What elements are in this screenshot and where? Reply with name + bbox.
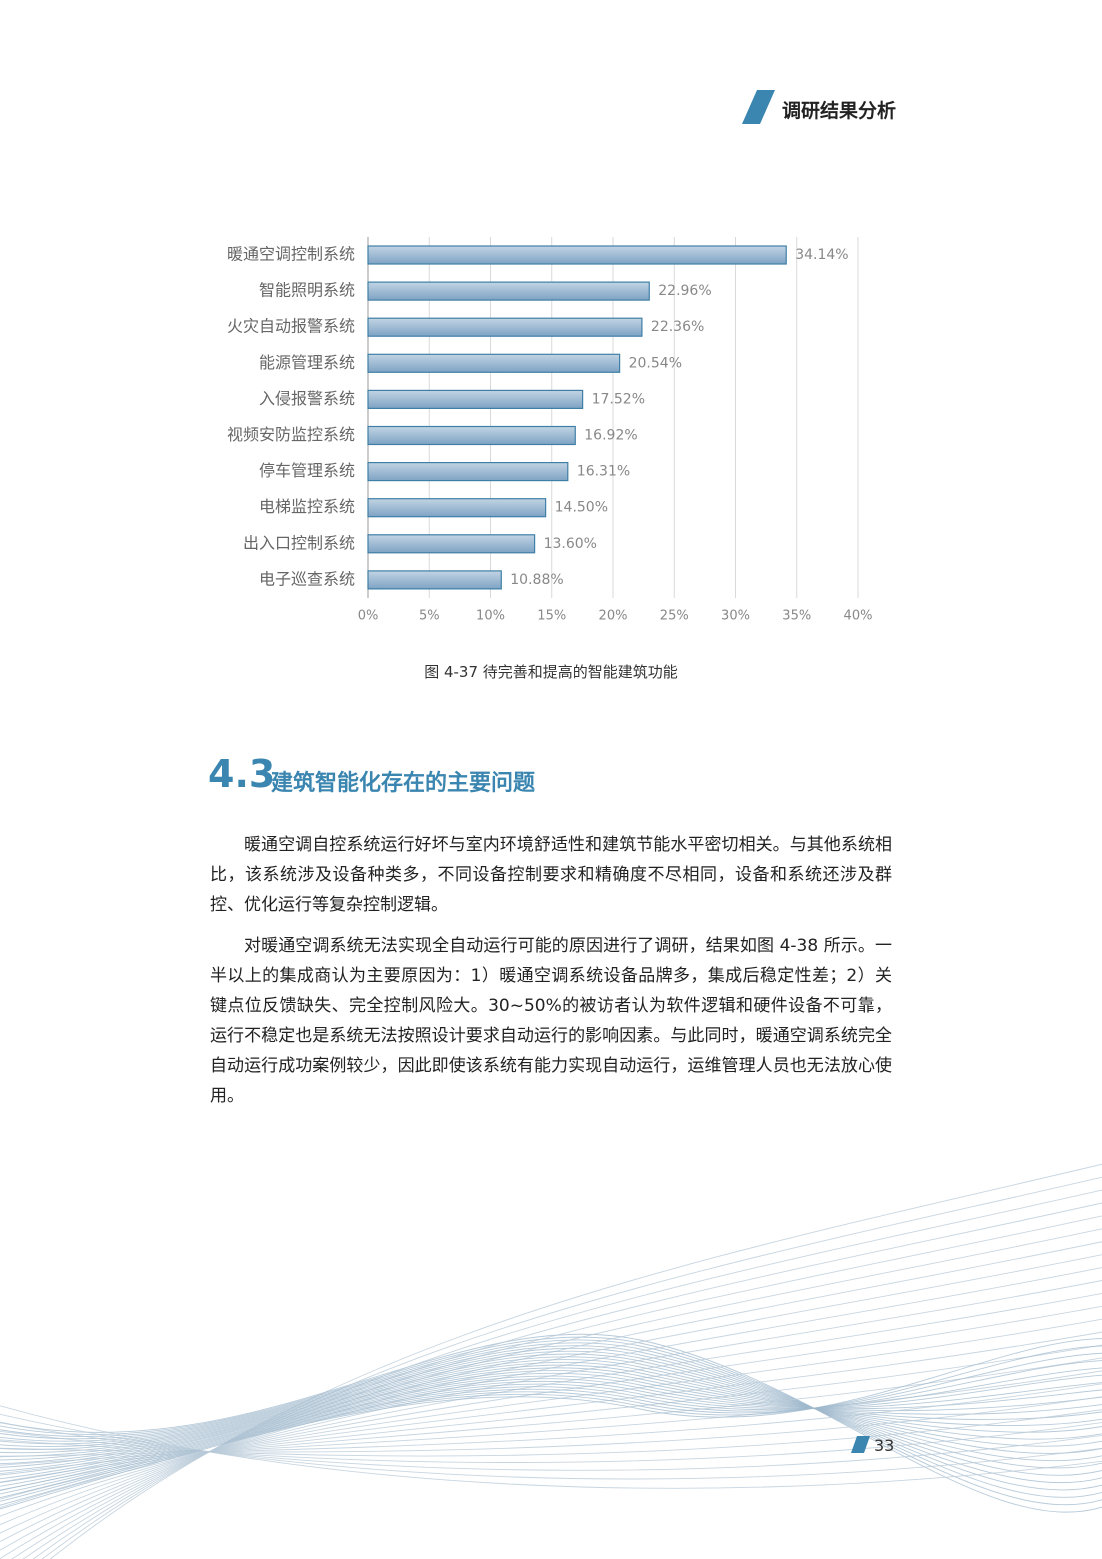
wave-line [0,1381,1102,1487]
x-tick-label: 5% [419,609,440,624]
wave-line [0,1254,1102,1543]
wave-line [0,1228,1102,1559]
x-tick-label: 35% [782,609,811,624]
wave-line [0,1370,1102,1472]
wave-line [49,1163,1102,1559]
wave-line [0,1374,1102,1491]
wave-line [32,1189,1102,1559]
x-tick-label: 25% [660,609,689,624]
wave-line [0,1241,1102,1551]
page-mark [851,1436,870,1453]
wave-line [0,1378,1102,1483]
x-tick-label: 10% [476,609,505,624]
wave-line [0,1342,1102,1491]
category-label: 电子巡查系统 [259,569,355,588]
value-label: 22.96% [658,283,711,299]
wave-line [0,1375,1102,1480]
wave-line [0,1280,1102,1526]
wave-line [0,1333,1102,1513]
value-label: 16.31% [577,464,630,480]
wave-line [0,1361,1102,1461]
x-tick-label: 20% [599,609,628,624]
wave-line [0,1413,1102,1480]
bar [367,317,643,337]
wave-line [0,1267,1102,1534]
category-label: 入侵报警系统 [259,389,355,408]
wave-line [0,1422,1102,1463]
bar [367,498,547,518]
wave-line [0,1372,1102,1476]
wave-line [0,1353,1102,1462]
bar [367,389,584,409]
section-number: 4.3 [208,752,276,796]
wave-line [0,1357,1102,1475]
category-label: 火灾自动报警系统 [227,317,355,336]
bar [367,570,502,590]
category-label: 能源管理系统 [259,353,355,372]
value-label: 10.88% [510,572,563,588]
wave-line [0,1360,1102,1499]
wave-line [0,1364,1102,1465]
bar [367,534,536,554]
page-number: 33 [874,1436,895,1455]
bar [367,281,650,301]
wave-line [0,1352,1102,1502]
category-label: 暖通空调控制系统 [227,245,355,264]
wave-line [0,1409,1102,1457]
header-mark [742,90,775,124]
wave-line [0,1422,1102,1471]
bar [367,353,621,373]
wave-line [0,1356,1102,1454]
wave-line [0,1344,1102,1483]
category-label: 出入口控制系统 [243,533,355,552]
wave-line [0,1405,1102,1489]
value-label: 34.14% [795,247,848,263]
paragraph: 暖通空调自控系统运行好坏与室内环境舒适性和建筑节能水平密切相关。与其他系统相比，… [210,835,892,915]
value-label: 13.60% [544,536,597,552]
value-label: 22.36% [651,319,704,335]
value-label: 16.92% [584,428,637,444]
bar [367,245,787,265]
wave-line [0,1370,1102,1466]
category-label: 电梯监控系统 [259,497,355,516]
header-title: 调研结果分析 [782,100,897,122]
wave-line [0,1383,1102,1458]
wave-line [0,1338,1102,1510]
wave-line [0,1345,1102,1506]
wave-line [22,1202,1102,1559]
wave-line [0,1345,1102,1484]
paragraph: 对暖通空调系统无法实现全自动运行可能的原因进行了调研，结果如图 4-38 所示。… [210,936,892,1106]
wave-line [0,1336,1102,1506]
caption: 图 4-37 待完善和提高的智能建筑功能 [424,663,678,681]
bar [367,462,569,482]
wave-line [0,1350,1102,1469]
bar [367,425,576,446]
x-tick-label: 15% [537,609,566,624]
category-label: 停车管理系统 [259,461,355,480]
x-tick-label: 30% [721,609,750,624]
wave-line [41,1176,1102,1559]
value-label: 14.50% [555,500,608,516]
wave-line [0,1367,1102,1495]
category-label: 视频安防监控系统 [227,425,355,444]
x-tick-label: 0% [358,609,379,624]
x-tick-label: 40% [844,609,873,624]
wave-line [0,1318,1102,1500]
wave-line [0,1359,1102,1457]
section-title: 建筑智能化存在的主要问题 [271,771,536,796]
value-label: 20.54% [629,355,682,371]
wave-line [0,1367,1102,1468]
category-label: 智能照明系统 [259,281,355,300]
wave-line [0,1347,1102,1476]
wave-line [0,1396,1102,1453]
wave-line [11,1215,1102,1559]
value-label: 17.52% [592,391,645,407]
